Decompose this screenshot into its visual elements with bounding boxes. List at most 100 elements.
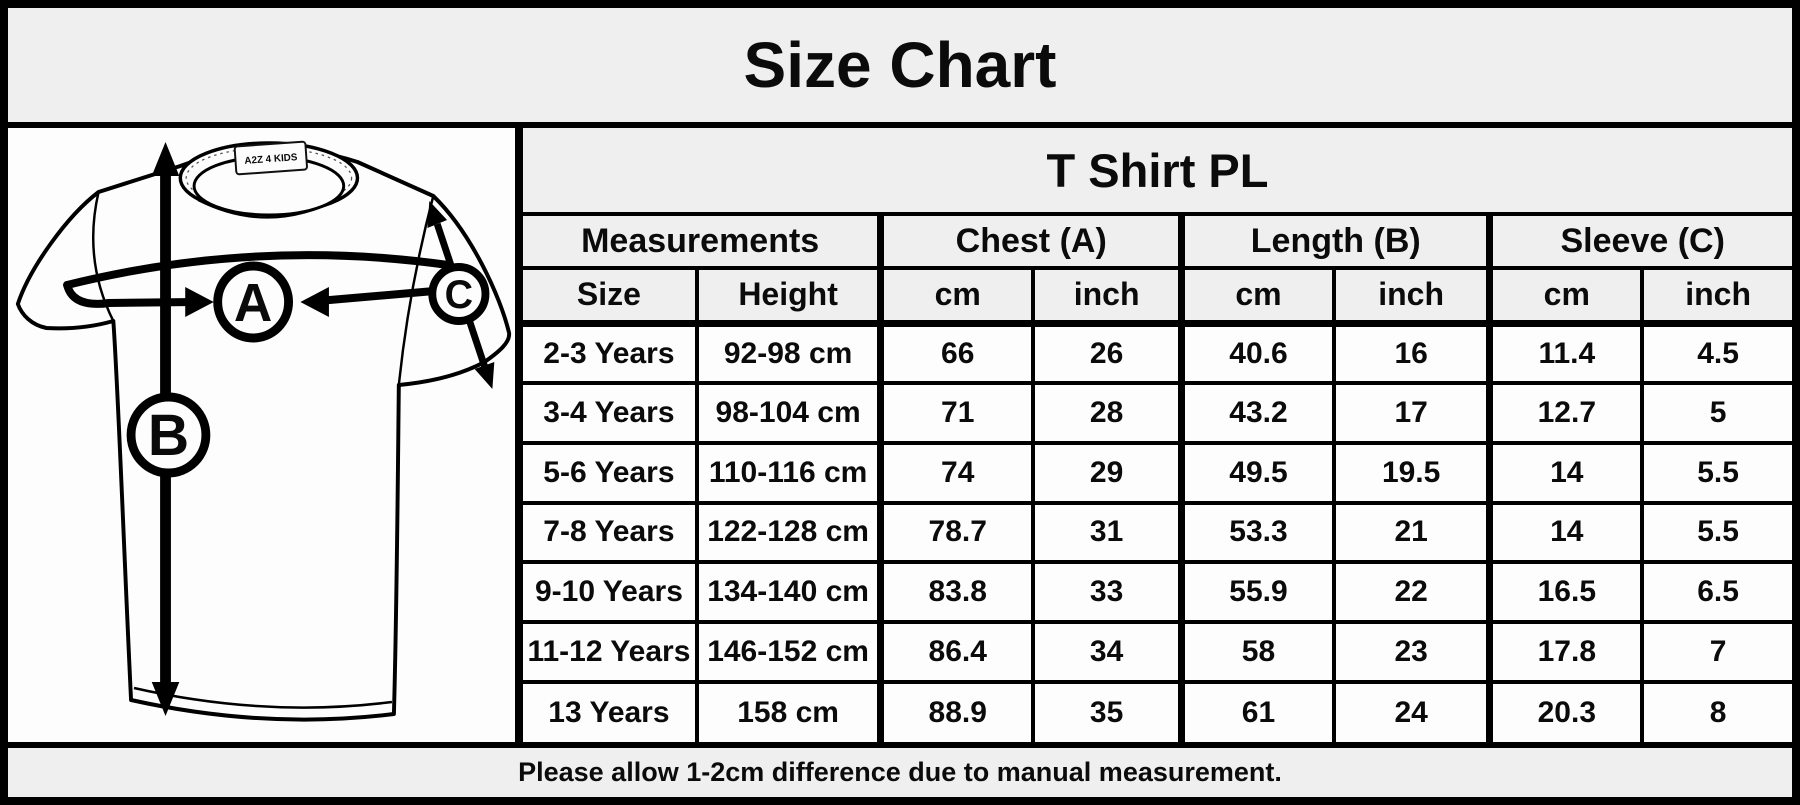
cell-chest-cm: 88.9: [877, 682, 1034, 742]
cell-sleeve-inch: 6.5: [1640, 562, 1792, 625]
table-row: 2-3 Years 92-98 cm 66 26 40.6 16 11.4 4.…: [523, 323, 1792, 385]
size-table: Measurements Chest (A) Length (B) Sleeve…: [523, 216, 1792, 742]
chest-arrowhead-left: [300, 287, 329, 317]
cell-sleeve-inch: 8: [1640, 682, 1792, 742]
sub-header-row: Size Height cm inch cm inch cm inch: [523, 268, 1792, 327]
col-header-chest-inch: inch: [1031, 268, 1182, 327]
cell-length-inch: 17: [1331, 382, 1490, 445]
col-header-length-cm: cm: [1178, 268, 1334, 327]
group-header-measurements: Measurements: [523, 216, 881, 270]
cell-length-inch: 24: [1331, 682, 1490, 742]
brand-label-text: A2Z 4 KIDS: [244, 152, 298, 167]
col-header-chest-cm: cm: [877, 268, 1034, 327]
cell-length-cm: 49.5: [1178, 442, 1334, 505]
cell-sleeve-cm: 11.4: [1486, 323, 1643, 385]
collar: A2Z 4 KIDS: [178, 140, 360, 219]
chest-arrowhead-right: [185, 287, 214, 317]
col-header-size: Size: [523, 268, 697, 327]
cell-chest-cm: 66: [877, 323, 1034, 385]
group-header-chest: Chest (A): [877, 216, 1182, 270]
cell-sleeve-cm: 20.3: [1486, 682, 1643, 742]
cell-length-inch: 22: [1331, 562, 1490, 625]
cell-height: 92-98 cm: [694, 323, 881, 385]
cell-sleeve-inch: 7: [1640, 622, 1792, 685]
left-sleeve-seam: [91, 191, 115, 322]
cell-chest-inch: 29: [1031, 442, 1182, 505]
group-header-row: Measurements Chest (A) Length (B) Sleeve…: [523, 216, 1792, 270]
tshirt-illustration-panel: A2Z 4 KIDS: [8, 128, 523, 742]
cell-length-cm: 61: [1178, 682, 1334, 742]
measure-a-label: A: [234, 273, 272, 333]
page-title: Size Chart: [8, 8, 1792, 128]
measure-b-badge: B: [126, 392, 211, 478]
group-header-length: Length (B): [1178, 216, 1490, 270]
col-header-length-inch: inch: [1331, 268, 1490, 327]
cell-size: 11-12 Years: [523, 622, 697, 685]
cell-chest-inch: 26: [1031, 323, 1182, 385]
cell-size: 9-10 Years: [523, 562, 697, 625]
cell-chest-cm: 78.7: [877, 502, 1034, 565]
cell-chest-cm: 83.8: [877, 562, 1034, 625]
cell-height: 146-152 cm: [694, 622, 881, 685]
cell-chest-inch: 31: [1031, 502, 1182, 565]
size-table-panel: T Shirt PL Measurements Chest (A) Length…: [523, 128, 1792, 742]
table-row: 7-8 Years 122-128 cm 78.7 31 53.3 21 14 …: [523, 502, 1792, 565]
cell-size: 5-6 Years: [523, 442, 697, 505]
cell-length-cm: 58: [1178, 622, 1334, 685]
measure-c-badge: C: [428, 263, 490, 325]
cell-chest-inch: 28: [1031, 382, 1182, 445]
measure-b-label: B: [148, 404, 189, 468]
cell-chest-inch: 35: [1031, 682, 1182, 742]
measurement-note: Please allow 1-2cm difference due to man…: [8, 742, 1792, 797]
cell-length-cm: 55.9: [1178, 562, 1334, 625]
col-header-sleeve-cm: cm: [1486, 268, 1643, 327]
table-row: 5-6 Years 110-116 cm 74 29 49.5 19.5 14 …: [523, 442, 1792, 505]
cell-sleeve-cm: 16.5: [1486, 562, 1643, 625]
table-row: 11-12 Years 146-152 cm 86.4 34 58 23 17.…: [523, 622, 1792, 685]
cell-chest-cm: 74: [877, 442, 1034, 505]
cell-length-cm: 40.6: [1178, 323, 1334, 385]
cell-length-cm: 53.3: [1178, 502, 1334, 565]
product-title: T Shirt PL: [523, 128, 1792, 216]
cell-size: 2-3 Years: [523, 323, 697, 385]
table-row: 9-10 Years 134-140 cm 83.8 33 55.9 22 16…: [523, 562, 1792, 625]
tshirt-outline: [15, 147, 512, 722]
cell-sleeve-cm: 12.7: [1486, 382, 1643, 445]
cell-length-inch: 21: [1331, 502, 1490, 565]
cell-sleeve-cm: 14: [1486, 442, 1643, 505]
cell-length-inch: 16: [1331, 323, 1490, 385]
content-area: A2Z 4 KIDS: [8, 128, 1792, 742]
cell-size: 13 Years: [523, 682, 697, 742]
cell-sleeve-cm: 14: [1486, 502, 1643, 565]
cell-sleeve-inch: 5.5: [1640, 442, 1792, 505]
col-header-sleeve-inch: inch: [1640, 268, 1792, 327]
cell-length-inch: 23: [1331, 622, 1490, 685]
cell-height: 158 cm: [694, 682, 881, 742]
tshirt-diagram: A2Z 4 KIDS: [15, 140, 512, 722]
col-header-height: Height: [694, 268, 881, 327]
measure-a-badge: A: [213, 261, 294, 343]
cell-chest-cm: 86.4: [877, 622, 1034, 685]
cell-height: 122-128 cm: [694, 502, 881, 565]
cell-sleeve-cm: 17.8: [1486, 622, 1643, 685]
cell-chest-cm: 71: [877, 382, 1034, 445]
cell-length-cm: 43.2: [1178, 382, 1334, 445]
cell-size: 7-8 Years: [523, 502, 697, 565]
group-header-sleeve: Sleeve (C): [1486, 216, 1792, 270]
cell-length-inch: 19.5: [1331, 442, 1490, 505]
cell-chest-inch: 33: [1031, 562, 1182, 625]
cell-sleeve-inch: 4.5: [1640, 323, 1792, 385]
cell-height: 110-116 cm: [694, 442, 881, 505]
cell-sleeve-inch: 5: [1640, 382, 1792, 445]
cell-chest-inch: 34: [1031, 622, 1182, 685]
chest-measure-arrow: [63, 251, 455, 308]
cell-height: 98-104 cm: [694, 382, 881, 445]
measure-c-label: C: [445, 273, 473, 317]
cell-sleeve-inch: 5.5: [1640, 502, 1792, 565]
cell-height: 134-140 cm: [694, 562, 881, 625]
brand-label: A2Z 4 KIDS: [233, 140, 308, 176]
table-row: 3-4 Years 98-104 cm 71 28 43.2 17 12.7 5: [523, 382, 1792, 445]
table-row: 13 Years 158 cm 88.9 35 61 24 20.3 8: [523, 682, 1792, 742]
cell-size: 3-4 Years: [523, 382, 697, 445]
